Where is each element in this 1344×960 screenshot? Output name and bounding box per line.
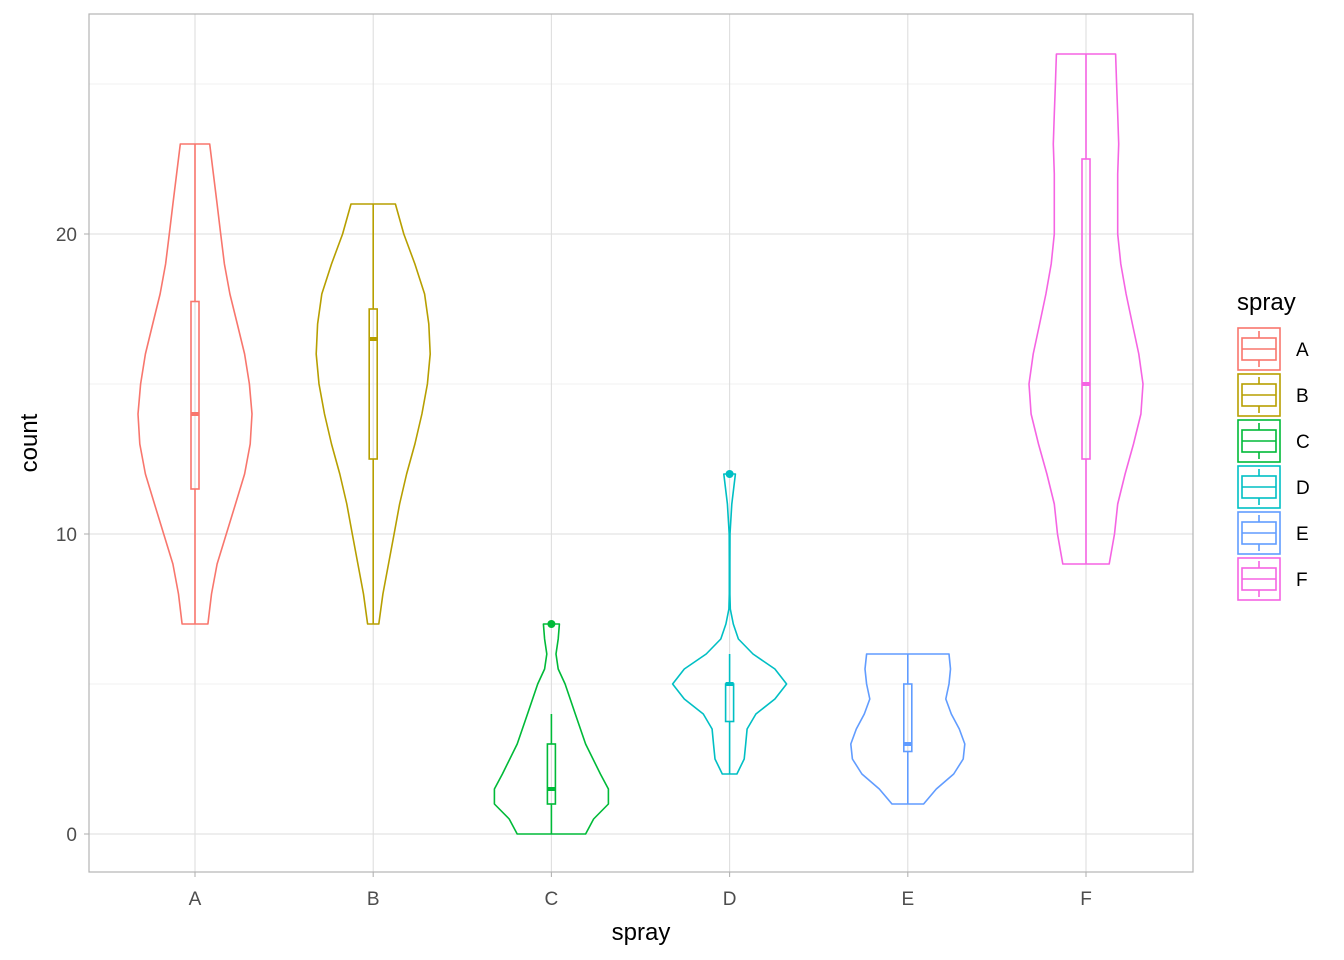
- legend-items: A B C D E F: [1237, 327, 1310, 601]
- legend-title: spray: [1237, 289, 1296, 316]
- legend-item-A: A: [1237, 327, 1309, 371]
- x-axis: A B C D E F: [189, 872, 1092, 910]
- y-axis: 0 10 20: [56, 225, 89, 846]
- box-F: [1081, 158, 1091, 460]
- legend-label-B: B: [1296, 386, 1309, 407]
- y-axis-title: count: [16, 413, 43, 472]
- minor-gridlines: [89, 83, 1193, 685]
- x-tick-label: C: [545, 889, 559, 910]
- x-tick-label: A: [189, 889, 202, 910]
- x-axis-title: spray: [612, 919, 671, 946]
- violin-E: [850, 653, 966, 805]
- outlier-point-D: [725, 470, 734, 478]
- box-B: [368, 308, 379, 460]
- y-tick-label: 20: [56, 225, 77, 246]
- x-tick-label: B: [367, 889, 380, 910]
- panel-background: [89, 14, 1193, 872]
- violin-C: [493, 623, 610, 835]
- x-tick-label: E: [901, 889, 914, 910]
- plot-panel: [88, 13, 1194, 873]
- violin-B: [315, 203, 431, 625]
- legend: spray A B C D E F: [1237, 289, 1310, 601]
- violin-F: [1028, 53, 1144, 565]
- legend-label-D: D: [1296, 478, 1310, 499]
- violin-A: [137, 143, 253, 625]
- legend-label-C: C: [1296, 432, 1310, 453]
- x-tick-label: F: [1080, 889, 1092, 910]
- box-C: [546, 743, 557, 805]
- y-tick-label: 0: [66, 825, 77, 846]
- legend-item-C: C: [1237, 419, 1310, 463]
- legend-item-D: D: [1237, 465, 1310, 509]
- legend-label-E: E: [1296, 524, 1309, 545]
- box-E: [902, 683, 913, 753]
- legend-item-E: E: [1237, 511, 1309, 555]
- legend-label-F: F: [1296, 570, 1308, 591]
- box-A: [190, 300, 200, 490]
- outlier-point-C: [547, 620, 556, 628]
- panel-border: [88, 13, 1194, 873]
- x-tick-label: D: [723, 889, 737, 910]
- violin-D: [671, 473, 788, 775]
- violins: [137, 53, 1144, 835]
- legend-item-F: F: [1237, 557, 1308, 601]
- legend-item-B: B: [1237, 373, 1309, 417]
- y-tick-label: 10: [56, 525, 77, 546]
- legend-label-A: A: [1296, 340, 1309, 361]
- boxplots: [190, 54, 1091, 834]
